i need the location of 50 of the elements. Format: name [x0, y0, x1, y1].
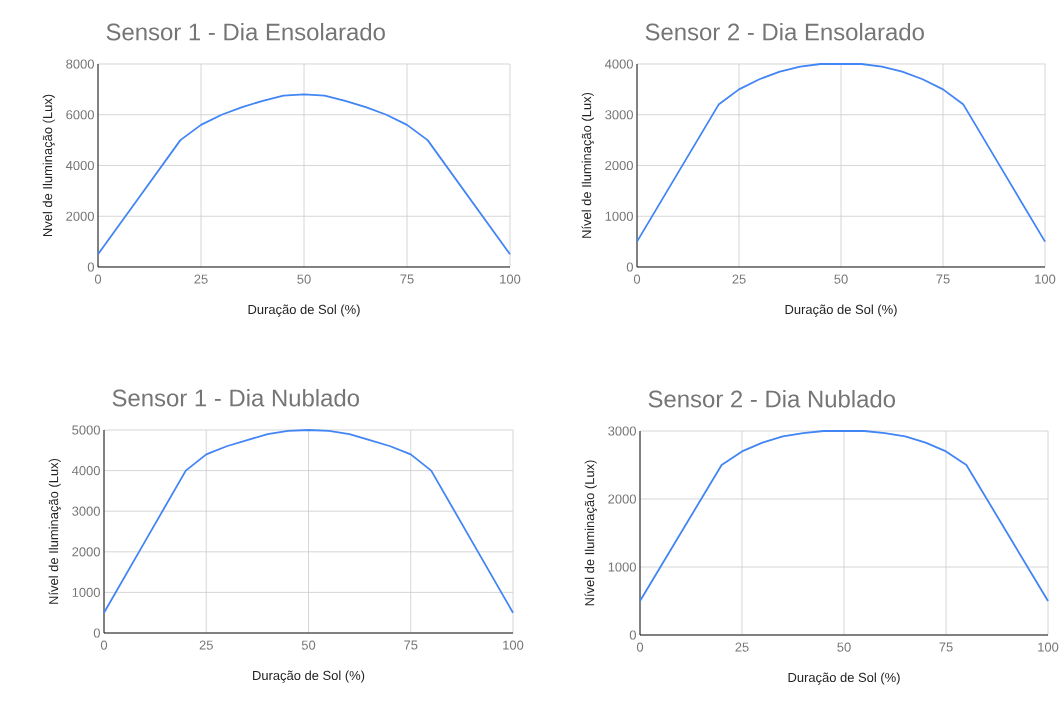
x-tick-label: 100	[500, 274, 521, 284]
y-tick-label: 3000	[605, 110, 633, 120]
y-tick-label: 0	[87, 262, 94, 272]
y-tick-label: 2000	[608, 494, 636, 504]
y-tick-label: 0	[93, 628, 100, 638]
x-tick-label: 50	[297, 274, 311, 284]
y-tick-label: 4000	[71, 466, 100, 476]
y-tick-label: 5000	[72, 425, 100, 435]
y-tick-label: 1000	[608, 562, 636, 572]
x-tick-label: 100	[503, 640, 524, 650]
y-tick-label: 0	[626, 262, 633, 272]
chart-title: Sensor 1 - Dia Nublado	[112, 388, 359, 407]
y-tick-label: 6000	[66, 110, 94, 120]
y-axis-title: Nível de Iluminação (Lux)	[581, 92, 594, 238]
x-tick-label: 25	[735, 642, 749, 652]
x-axis-title: Duração de Sol (%)	[253, 670, 365, 683]
x-axis-title: Duração de Sol (%)	[788, 672, 900, 685]
chart-title: Sensor 2 - Dia Ensolarado	[645, 22, 924, 41]
x-tick-label: 0	[636, 642, 644, 652]
y-tick-label: 2000	[66, 211, 94, 221]
x-tick-label: 75	[939, 642, 953, 652]
y-tick-label: 3000	[608, 426, 636, 436]
y-tick-label: 8000	[66, 59, 94, 69]
y-tick-label: 4000	[604, 59, 633, 69]
x-tick-label: 75	[400, 274, 414, 284]
x-tick-label: 50	[837, 642, 851, 652]
y-tick-label: 4000	[65, 160, 94, 171]
x-tick-label: 100	[1038, 642, 1059, 652]
y-tick-label: 1000	[72, 587, 100, 597]
chart-title: Sensor 1 - Dia Ensolarado	[106, 22, 385, 41]
x-tick-label: 50	[301, 640, 316, 650]
x-axis-title: Duração de Sol (%)	[785, 304, 897, 317]
y-tick-label: 1000	[605, 211, 633, 221]
x-tick-label: 75	[936, 274, 950, 284]
x-tick-label: 50	[834, 274, 848, 284]
y-axis-title: Nvel de Iluminação (Lux)	[42, 94, 55, 237]
y-tick-label: 0	[629, 630, 636, 640]
x-axis-title: Duração de Sol (%)	[248, 304, 360, 317]
x-tick-label: 25	[194, 274, 208, 284]
x-tick-label: 25	[732, 274, 746, 284]
x-tick-label: 25	[199, 640, 213, 650]
x-tick-label: 0	[100, 640, 108, 650]
y-tick-label: 2000	[72, 547, 100, 557]
chart-title: Sensor 2 - Dia Nublado	[648, 389, 896, 408]
y-tick-label: 3000	[72, 506, 100, 516]
x-tick-label: 75	[404, 640, 418, 650]
y-axis-title: Nível de Iluminação (Lux)	[584, 460, 597, 606]
y-tick-label: 2000	[605, 160, 633, 171]
y-axis-title: Nível de Iluminação (Lux)	[48, 458, 61, 604]
x-tick-label: 100	[1035, 274, 1056, 284]
